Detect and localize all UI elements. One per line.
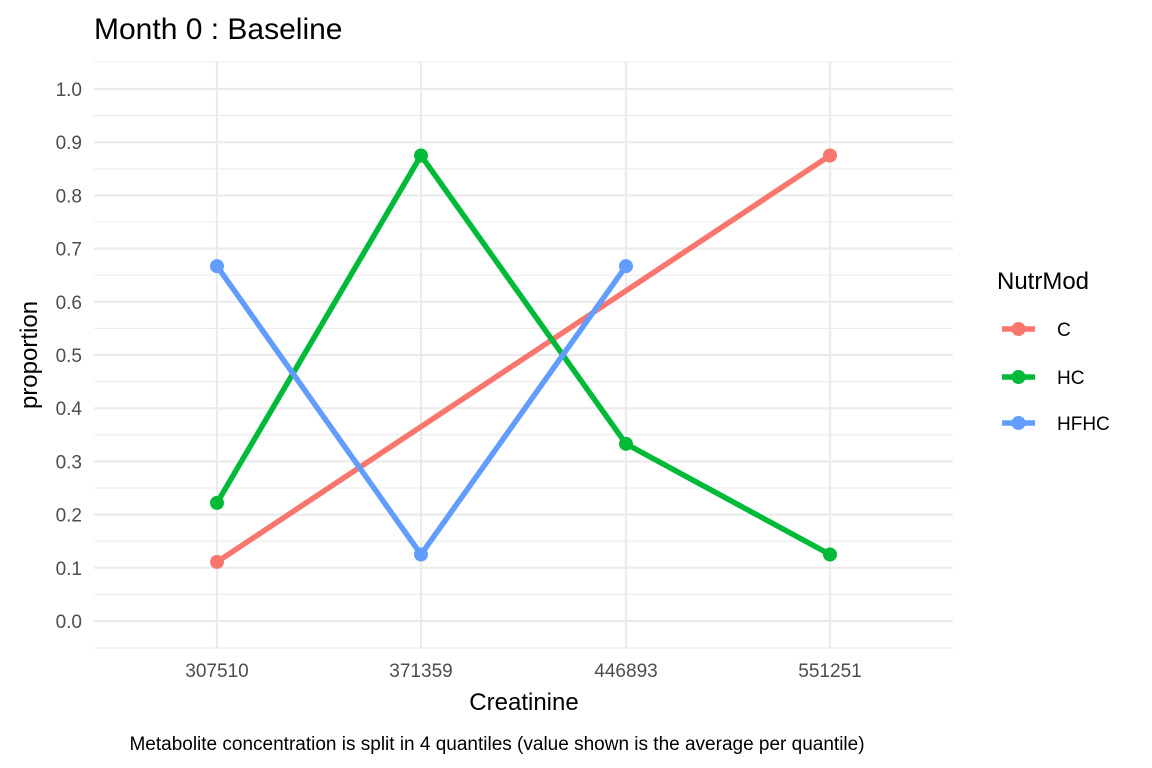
legend-item-hfhc: HFHC [1002, 414, 1110, 435]
series-line-c [215, 153, 832, 565]
data-point-hc [619, 436, 633, 451]
y-axis-label: proportion [16, 301, 43, 409]
y-tick-label: 0.6 [56, 293, 82, 314]
legend-key-point [1011, 322, 1026, 336]
x-tick-label: 371359 [389, 661, 452, 682]
chart-caption: Metabolite concentration is split in 4 q… [129, 734, 864, 755]
data-point-c [210, 554, 224, 569]
legend-key-point [1011, 370, 1026, 384]
y-tick-label: 0.7 [56, 240, 82, 261]
legend-item-c: C [1002, 320, 1071, 341]
x-axis-label: Creatinine [469, 689, 578, 716]
data-point-hc [414, 148, 428, 163]
y-tick-label: 0.3 [56, 452, 82, 473]
data-point-c [823, 148, 837, 163]
legend-label: HC [1057, 368, 1084, 389]
series-group [210, 148, 837, 569]
y-tick-label: 0.5 [56, 346, 82, 367]
series-line-hc [214, 152, 832, 557]
x-tick-label: 446893 [594, 661, 657, 682]
data-point-hc [210, 495, 224, 510]
y-tick-label: 0.0 [56, 612, 82, 633]
data-point-hfhc [619, 259, 633, 274]
x-tick-labels: 307510 371359 446893 551251 [185, 661, 861, 682]
data-point-hc [823, 547, 837, 562]
x-tick-label: 307510 [185, 661, 248, 682]
data-point-hfhc [414, 547, 428, 562]
y-tick-label: 0.1 [56, 559, 82, 580]
chart-title: Month 0 : Baseline [94, 13, 342, 46]
x-tick-label: 551251 [798, 661, 861, 682]
y-tick-label: 0.4 [56, 399, 83, 420]
y-tick-label: 0.9 [56, 133, 82, 154]
data-point-hfhc [210, 259, 224, 274]
legend-label: C [1057, 320, 1071, 341]
legend-label: HFHC [1057, 414, 1110, 435]
legend-item-hc: HC [1002, 368, 1084, 389]
y-tick-label: 0.2 [56, 506, 82, 527]
legend: NutrMod C HC HFHC [997, 268, 1110, 435]
y-tick-label: 0.8 [56, 186, 82, 207]
legend-key-point [1011, 416, 1026, 430]
y-tick-label: 1.0 [56, 80, 82, 101]
y-tick-labels: 0.0 0.1 0.2 0.3 0.4 0.5 0.6 0.7 0.8 0.9 1.0 [56, 80, 83, 633]
legend-title: NutrMod [997, 268, 1089, 295]
